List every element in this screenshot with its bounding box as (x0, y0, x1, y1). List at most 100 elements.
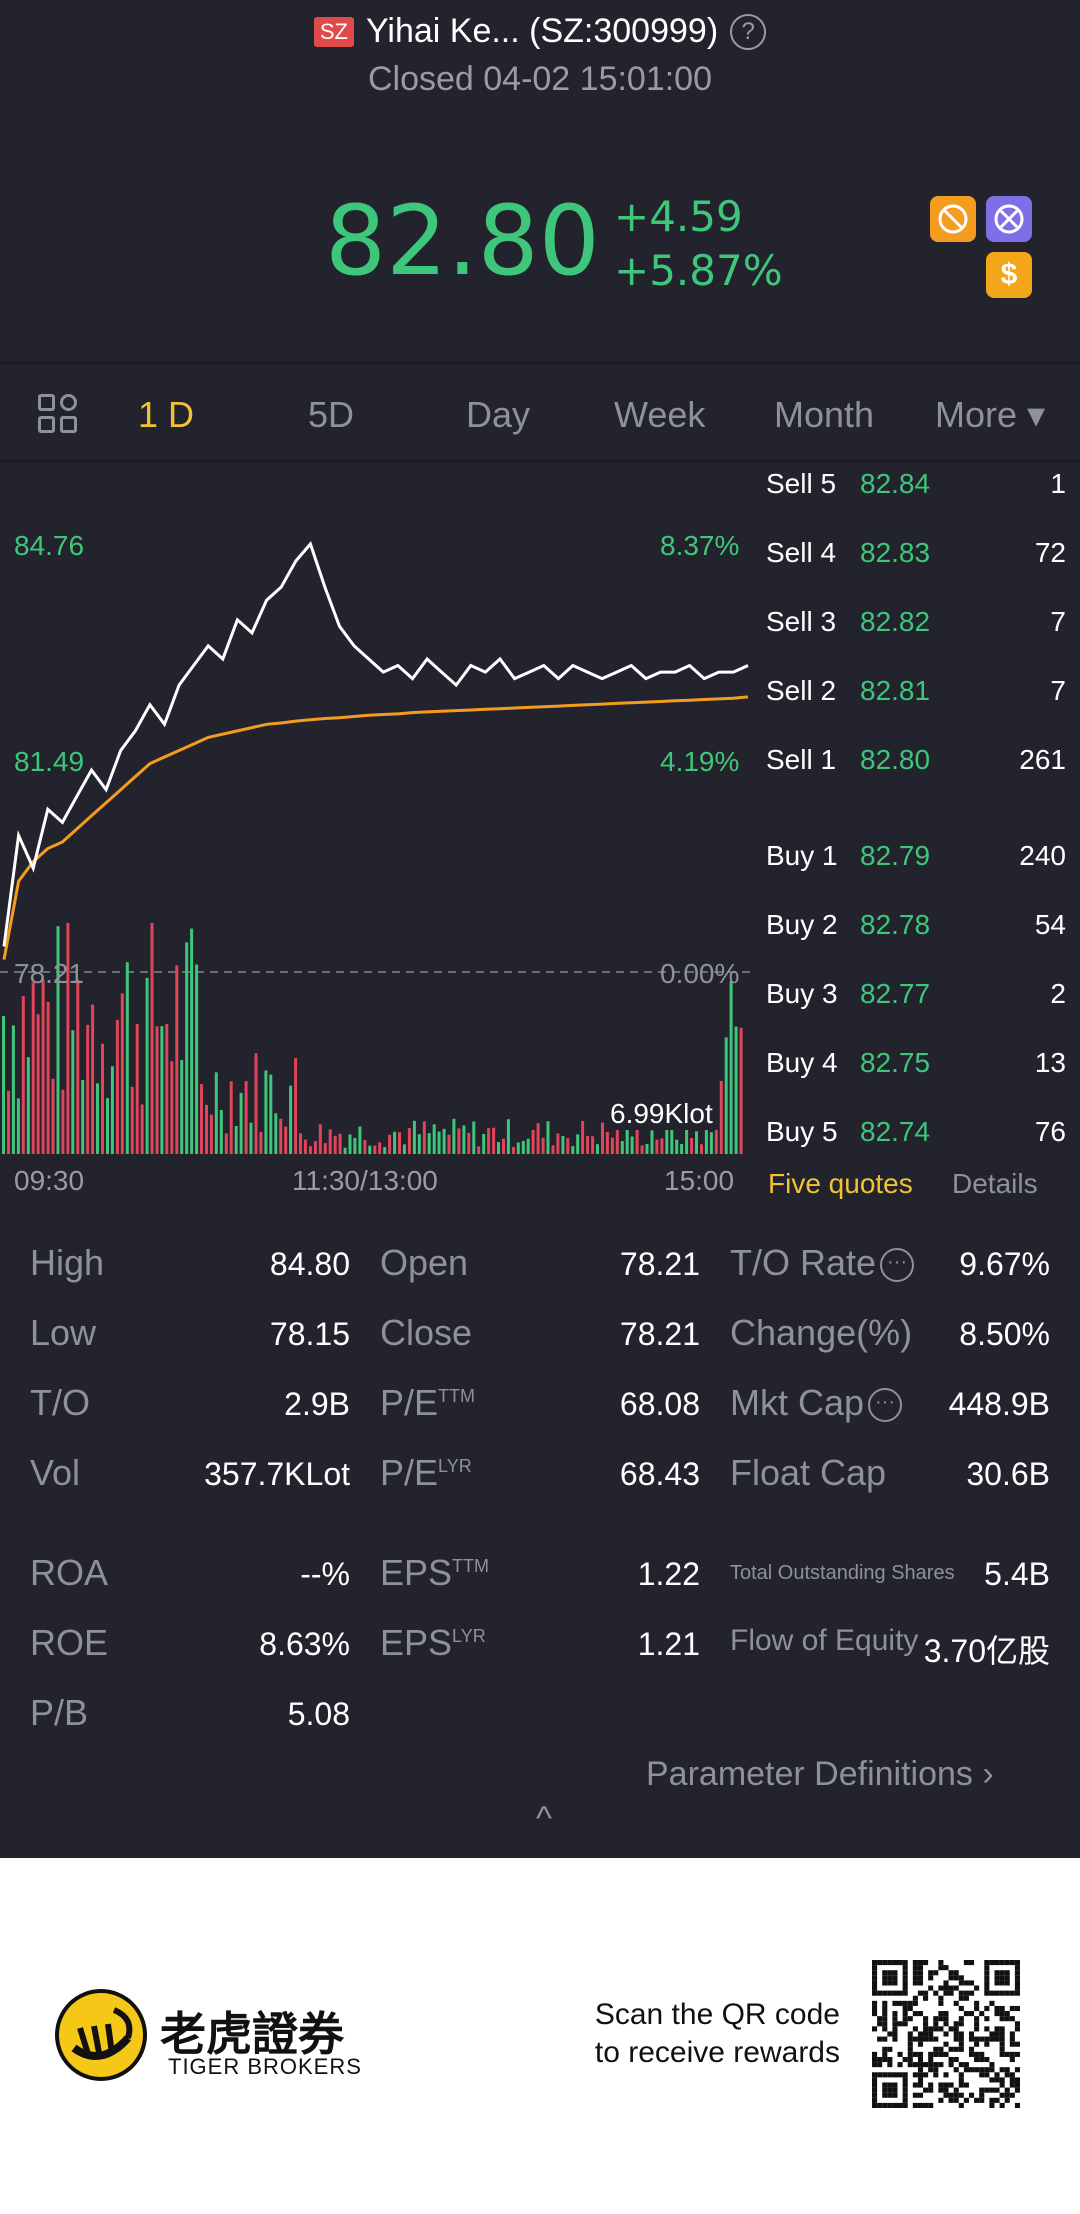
qr-module (984, 2036, 990, 2042)
qr-module (887, 1980, 893, 1986)
sell-qty: 7 (1050, 675, 1066, 706)
qr-module (897, 1960, 903, 1966)
short-disabled-icon[interactable] (986, 196, 1032, 242)
qr-module (902, 1970, 908, 1976)
qr-module (958, 2077, 964, 2083)
buy-label: Buy 4 (766, 1047, 838, 1078)
qr-module (984, 1990, 990, 1996)
tab-week[interactable]: Week (614, 394, 706, 435)
roe-label: ROE (30, 1622, 109, 1663)
qr-module (902, 2011, 908, 2017)
qr-module (872, 2102, 878, 2108)
more-info-icon[interactable]: ··· (868, 1388, 903, 1423)
tab-more[interactable]: More ▾ (935, 394, 1046, 435)
qr-module (1014, 2005, 1020, 2012)
qr-module (1014, 1990, 1020, 1996)
qr-module (1014, 1985, 1020, 1991)
grid-layout-icon[interactable] (38, 394, 82, 438)
qr-module (1014, 1970, 1020, 1976)
tab-1d[interactable]: 1 D (138, 394, 195, 435)
margin-disabled-icon[interactable] (930, 196, 976, 242)
qr-module (999, 2082, 1005, 2088)
qr-module (877, 2056, 883, 2063)
parameter-definitions-link[interactable]: Parameter Definitions › (646, 1755, 994, 1793)
qr-module (917, 2072, 924, 2078)
qr-module (984, 2005, 990, 2012)
qr-module (912, 2092, 918, 2098)
volume-bar (333, 1135, 337, 1154)
qr-module (902, 2077, 908, 2083)
qr-module (974, 2097, 980, 2103)
qr-module (1014, 2102, 1020, 2108)
volume-bar (700, 1144, 703, 1154)
collapse-chevron-icon[interactable]: ^ (536, 1800, 552, 1838)
dollar-icon[interactable]: $ (986, 252, 1032, 298)
volume-bar (214, 1072, 218, 1154)
qr-module (999, 1975, 1005, 1981)
qr-module (923, 2102, 929, 2108)
qr-module (938, 2097, 944, 2103)
mkt-cap-label[interactable]: Mkt Cap ··· (730, 1382, 903, 1424)
tab-day[interactable]: Day (466, 394, 531, 435)
qr-module (882, 1975, 888, 1981)
details-tab[interactable]: Details (952, 1168, 1038, 1199)
buy-price: 82.79 (860, 840, 931, 871)
qr-module (984, 1965, 990, 1971)
qr-module (872, 2000, 878, 2006)
volume-bar (155, 1026, 159, 1154)
volume-bar (412, 1120, 416, 1154)
qr-module (877, 1990, 883, 1996)
open-value: 78.21 (619, 1246, 700, 1282)
qr-module (928, 2031, 934, 2037)
volume-bar (417, 1134, 421, 1154)
qr-module (1004, 1975, 1010, 1981)
volume-bar (601, 1122, 604, 1154)
qr-module (892, 2087, 898, 2093)
qr-module (912, 2072, 918, 2078)
qr-module (963, 2082, 969, 2088)
tab-5d[interactable]: 5D (308, 394, 355, 435)
qr-module (928, 2051, 934, 2057)
qr-module (953, 2031, 959, 2037)
help-icon[interactable]: ? (730, 13, 767, 50)
volume-bar (175, 965, 179, 1154)
qr-module (948, 2092, 954, 2098)
qr-module (882, 2005, 888, 2012)
qr-module (917, 1970, 924, 1976)
to-rate-label[interactable]: T/O Rate ··· (730, 1242, 915, 1284)
qr-module (897, 2102, 903, 2108)
volume-bar (521, 1141, 525, 1154)
chart-canvas[interactable] (0, 464, 760, 1164)
volume-bar (140, 1104, 144, 1154)
qr-module (1009, 2031, 1015, 2037)
five-quotes-tab[interactable]: Five quotes (768, 1168, 913, 1199)
qr-module (897, 1990, 903, 1996)
intraday-chart[interactable]: 84.76 8.37% 81.49 4.19% 78.21 0.00% 6.99… (0, 464, 760, 1234)
volume-bar (200, 1084, 203, 1154)
qr-module (968, 2046, 975, 2052)
qr-module (1009, 2041, 1015, 2047)
volume-bar (130, 1086, 134, 1154)
stock-title[interactable]: Yihai Ke... (SZ:300999) (365, 12, 719, 50)
volume-bar (690, 1138, 694, 1154)
volume-bar (388, 1134, 392, 1154)
qr-module (923, 2031, 929, 2037)
qr-module (892, 2082, 898, 2088)
qr-module (943, 2087, 949, 2093)
volume-bar (541, 1137, 545, 1154)
tab-month[interactable]: Month (774, 394, 875, 435)
volume-bar (482, 1134, 486, 1154)
flow-equity-value: 3.70亿股 (923, 1633, 1050, 1669)
more-info-icon[interactable]: ··· (880, 1248, 915, 1283)
to-rate-text: T/O Rate (730, 1242, 877, 1283)
qr-module (872, 1985, 878, 1991)
qr-module (999, 2067, 1005, 2073)
qr-module (938, 2062, 944, 2068)
eps-lyr-text: EPS (380, 1622, 453, 1663)
volume-bar (665, 1120, 669, 1154)
qr-module (1004, 1990, 1010, 1996)
qr-module (984, 2056, 990, 2063)
volume-bar (21, 996, 25, 1154)
qr-module (902, 2000, 908, 2006)
close-value: 78.21 (619, 1316, 700, 1352)
